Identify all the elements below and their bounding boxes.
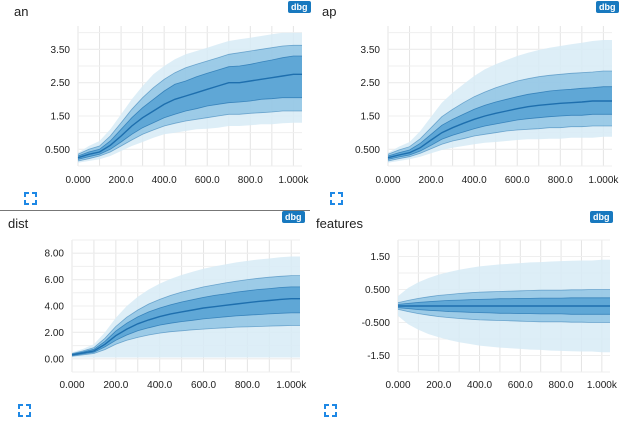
x-tick-label: 800.0 xyxy=(238,175,263,186)
y-tick-label: 4.00 xyxy=(45,302,65,313)
panel-divider xyxy=(0,210,310,211)
x-tick-label: 0.000 xyxy=(65,175,90,186)
y-tick-label: -0.500 xyxy=(362,318,391,329)
expand-icon-features[interactable] xyxy=(324,404,337,417)
series-line-q3 xyxy=(71,286,300,355)
x-tick-label: 0.000 xyxy=(375,175,400,186)
series-line-p90 xyxy=(387,70,612,155)
chart-title-an: an xyxy=(14,4,29,19)
x-tick-label: 800.0 xyxy=(548,175,573,186)
series-line-p10 xyxy=(387,125,612,162)
series-line-q3 xyxy=(397,297,610,305)
series-line-median xyxy=(77,73,302,159)
series-line-p90 xyxy=(397,289,610,304)
dbg-badge-features[interactable]: dbg xyxy=(590,211,613,223)
chart-an: 0.000 200.0 400.0 600.0 800.0 1.000k 0.500 1.50… xyxy=(45,26,309,186)
x-tick-label: 0.000 xyxy=(385,380,410,391)
x-tick-label: 1.000k xyxy=(278,175,309,186)
series-line-median xyxy=(71,298,300,356)
series-line-q1 xyxy=(71,312,300,356)
x-tick-label: 0.000 xyxy=(59,380,84,391)
series-line-q3 xyxy=(387,86,612,157)
x-tick-label: 600.0 xyxy=(508,380,533,391)
y-tick-label: 1.50 xyxy=(371,252,391,263)
x-tick-label: 1.000k xyxy=(588,175,619,186)
dbg-badge-an[interactable]: dbg xyxy=(288,1,311,13)
expand-icon-dist[interactable] xyxy=(18,404,31,417)
chart-title-ap: ap xyxy=(322,4,337,19)
x-tick-label: 600.0 xyxy=(191,380,216,391)
x-tick-label: 600.0 xyxy=(195,175,220,186)
chart-ap: 0.000 200.0 400.0 600.0 800.0 1.000k 0.500 1.50… xyxy=(355,26,619,186)
x-tick-label: 400.0 xyxy=(467,380,492,391)
x-tick-label: 1.000k xyxy=(587,380,618,391)
y-tick-label: 1.50 xyxy=(361,112,381,123)
band-quartiles xyxy=(72,286,300,356)
x-tick-label: 800.0 xyxy=(235,380,260,391)
series-line-q1 xyxy=(77,97,302,160)
series-line-p90 xyxy=(77,44,302,155)
x-tick-label: 600.0 xyxy=(505,175,530,186)
x-tick-label: 400.0 xyxy=(147,380,172,391)
chart-title-features: features xyxy=(316,216,363,231)
x-tick-label: 1.000k xyxy=(276,380,307,391)
x-tick-label: 800.0 xyxy=(549,380,574,391)
x-tick-label: 400.0 xyxy=(462,175,487,186)
x-tick-label: 400.0 xyxy=(152,175,177,186)
y-tick-label: 0.500 xyxy=(355,145,380,156)
series-line-median xyxy=(387,100,612,159)
expand-icon-an[interactable] xyxy=(24,192,37,205)
y-tick-label: 0.500 xyxy=(365,285,390,296)
y-tick-label: 6.00 xyxy=(45,275,65,286)
series-line-q3 xyxy=(77,55,302,157)
chart-features: 0.000 200.0 400.0 600.0 800.0 1.000k -1.50 -0.5… xyxy=(362,239,618,391)
y-tick-label: 0.00 xyxy=(45,354,65,365)
series-line-p10 xyxy=(71,325,300,357)
y-tick-label: 0.500 xyxy=(45,145,70,156)
x-tick-label: 200.0 xyxy=(109,175,134,186)
series-line-p10 xyxy=(397,308,610,323)
chart-title-dist: dist xyxy=(8,216,29,231)
y-tick-label: 2.00 xyxy=(45,328,65,339)
y-tick-label: 1.50 xyxy=(51,112,71,123)
dbg-badge-dist[interactable]: dbg xyxy=(282,211,305,223)
series-line-p10 xyxy=(77,110,302,162)
y-tick-label: 8.00 xyxy=(45,249,65,260)
x-tick-label: 200.0 xyxy=(419,175,444,186)
series-line-q1 xyxy=(387,113,612,160)
y-tick-label: 2.50 xyxy=(51,78,71,89)
series-line-q1 xyxy=(397,307,610,315)
expand-icon-ap[interactable] xyxy=(330,192,343,205)
y-tick-label: 3.50 xyxy=(51,45,71,56)
chart-dist: 0.000 200.0 400.0 600.0 800.0 1.000k 0.00 2.00 4… xyxy=(45,239,307,391)
y-tick-label: 3.50 xyxy=(361,45,381,56)
series-line-p90 xyxy=(71,275,300,354)
x-tick-label: 200.0 xyxy=(426,380,451,391)
dbg-badge-ap[interactable]: dbg xyxy=(596,1,619,13)
y-tick-label: 2.50 xyxy=(361,78,381,89)
x-tick-label: 200.0 xyxy=(103,380,128,391)
y-tick-label: -1.50 xyxy=(367,351,390,362)
